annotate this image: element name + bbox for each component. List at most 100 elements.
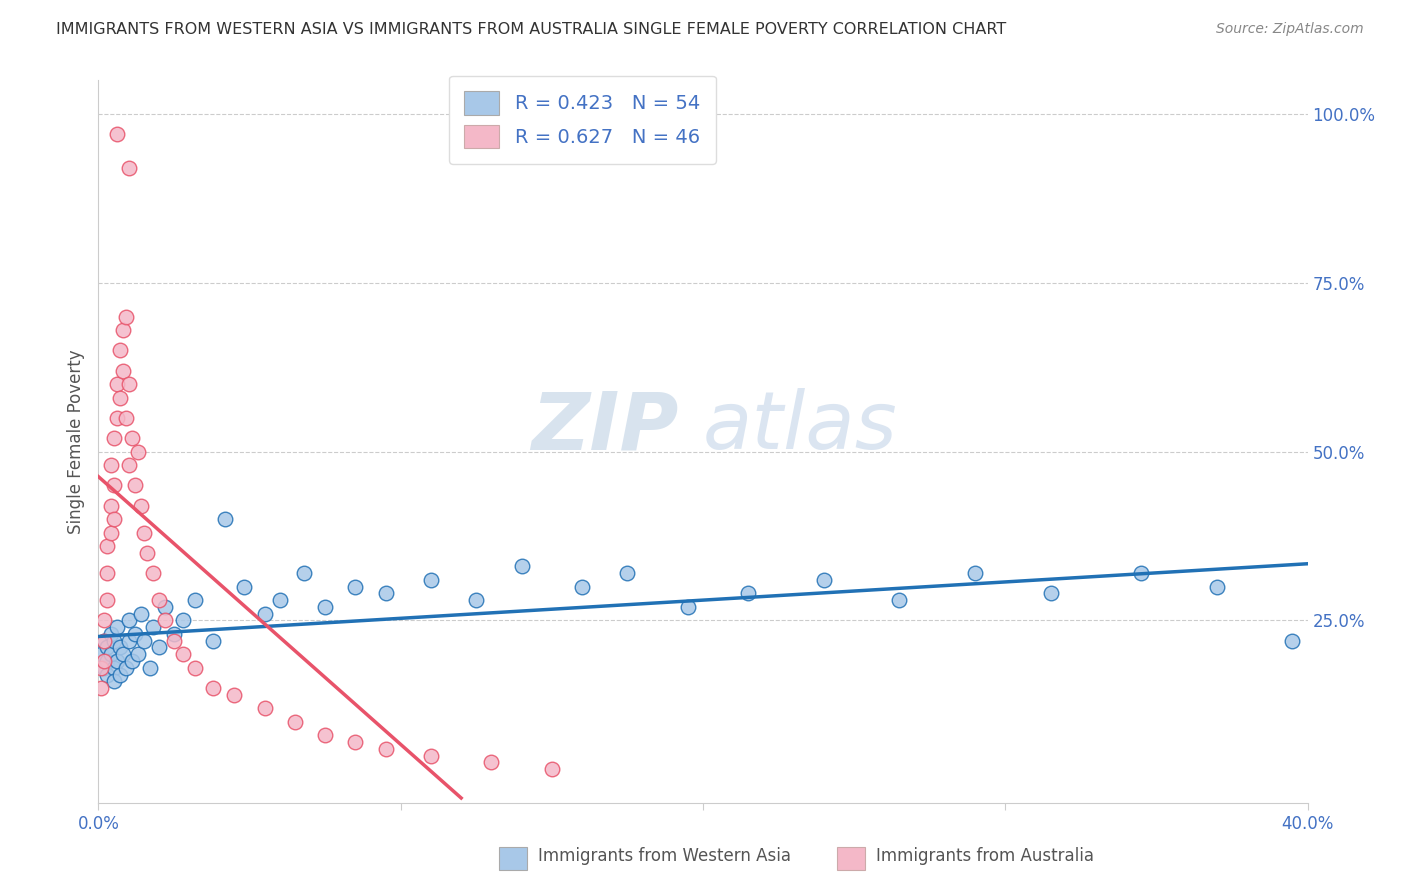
Text: atlas: atlas <box>703 388 898 467</box>
Point <box>108 640 131 655</box>
Text: IMMIGRANTS FROM WESTERN ASIA VS IMMIGRANTS FROM AUSTRALIA SINGLE FEMALE POVERTY : IMMIGRANTS FROM WESTERN ASIA VS IMMIGRAN… <box>56 22 1007 37</box>
Point <box>103 512 125 526</box>
Point <box>114 310 136 324</box>
Point <box>737 586 759 600</box>
Point <box>118 377 141 392</box>
Point <box>132 633 155 648</box>
Point <box>96 654 118 668</box>
Point <box>108 667 131 681</box>
Point <box>124 478 146 492</box>
Point <box>1039 586 1062 600</box>
Y-axis label: Single Female Poverty: Single Female Poverty <box>66 350 84 533</box>
Point <box>139 661 162 675</box>
Point <box>269 593 291 607</box>
Text: ZIP: ZIP <box>531 388 679 467</box>
Point <box>105 377 128 392</box>
Point <box>676 599 699 614</box>
Point <box>153 614 176 628</box>
Point <box>1130 566 1153 581</box>
Point <box>100 499 122 513</box>
Point <box>100 647 122 661</box>
Point <box>118 614 141 628</box>
Point <box>103 661 125 675</box>
Point <box>284 714 307 729</box>
Text: Source: ZipAtlas.com: Source: ZipAtlas.com <box>1216 22 1364 37</box>
Point <box>172 614 194 628</box>
Point <box>214 512 236 526</box>
Text: Immigrants from Australia: Immigrants from Australia <box>876 847 1094 865</box>
Point <box>90 661 112 675</box>
Point <box>96 593 118 607</box>
Point <box>163 627 186 641</box>
Point <box>184 593 207 607</box>
Point <box>232 580 254 594</box>
Point <box>135 546 157 560</box>
Point <box>105 411 128 425</box>
Point <box>114 661 136 675</box>
Point <box>129 499 152 513</box>
Point <box>142 620 165 634</box>
Text: Immigrants from Western Asia: Immigrants from Western Asia <box>538 847 792 865</box>
Point <box>90 681 112 695</box>
Point <box>96 566 118 581</box>
Point <box>148 593 170 607</box>
Point <box>616 566 638 581</box>
Point <box>105 654 128 668</box>
Point <box>108 343 131 358</box>
Point <box>121 431 143 445</box>
Point <box>124 627 146 641</box>
Point <box>93 654 115 668</box>
Point <box>105 620 128 634</box>
Point <box>510 559 533 574</box>
Point <box>93 633 115 648</box>
Legend: R = 0.423   N = 54, R = 0.627   N = 46: R = 0.423 N = 54, R = 0.627 N = 46 <box>449 76 716 164</box>
Point <box>571 580 593 594</box>
Point <box>127 647 149 661</box>
Point <box>96 667 118 681</box>
Point <box>965 566 987 581</box>
Point <box>118 458 141 472</box>
Point <box>253 607 276 621</box>
Point <box>420 748 443 763</box>
Point <box>111 323 134 337</box>
Point <box>344 580 367 594</box>
Point <box>118 161 141 175</box>
Point <box>103 633 125 648</box>
FancyBboxPatch shape <box>837 847 865 870</box>
Point <box>420 573 443 587</box>
Point <box>202 681 225 695</box>
Point <box>93 661 115 675</box>
Point <box>121 654 143 668</box>
Point <box>100 458 122 472</box>
Point <box>540 762 562 776</box>
Point <box>93 633 115 648</box>
FancyBboxPatch shape <box>499 847 527 870</box>
Point <box>96 640 118 655</box>
Point <box>103 674 125 689</box>
Point <box>481 756 503 770</box>
Point <box>148 640 170 655</box>
Point <box>1206 580 1229 594</box>
Point <box>374 586 396 600</box>
Point <box>129 607 152 621</box>
Point <box>103 431 125 445</box>
Point <box>813 573 835 587</box>
Point <box>184 661 207 675</box>
Point <box>114 411 136 425</box>
Point <box>142 566 165 581</box>
Point <box>314 599 336 614</box>
Point <box>1281 633 1303 648</box>
Point <box>93 614 115 628</box>
Point <box>202 633 225 648</box>
Point <box>132 525 155 540</box>
Point <box>224 688 246 702</box>
Point <box>374 741 396 756</box>
Point <box>292 566 315 581</box>
Point <box>127 444 149 458</box>
Point <box>889 593 911 607</box>
Point <box>100 525 122 540</box>
Point <box>100 627 122 641</box>
Point <box>153 599 176 614</box>
Point <box>314 728 336 742</box>
Point <box>111 364 134 378</box>
